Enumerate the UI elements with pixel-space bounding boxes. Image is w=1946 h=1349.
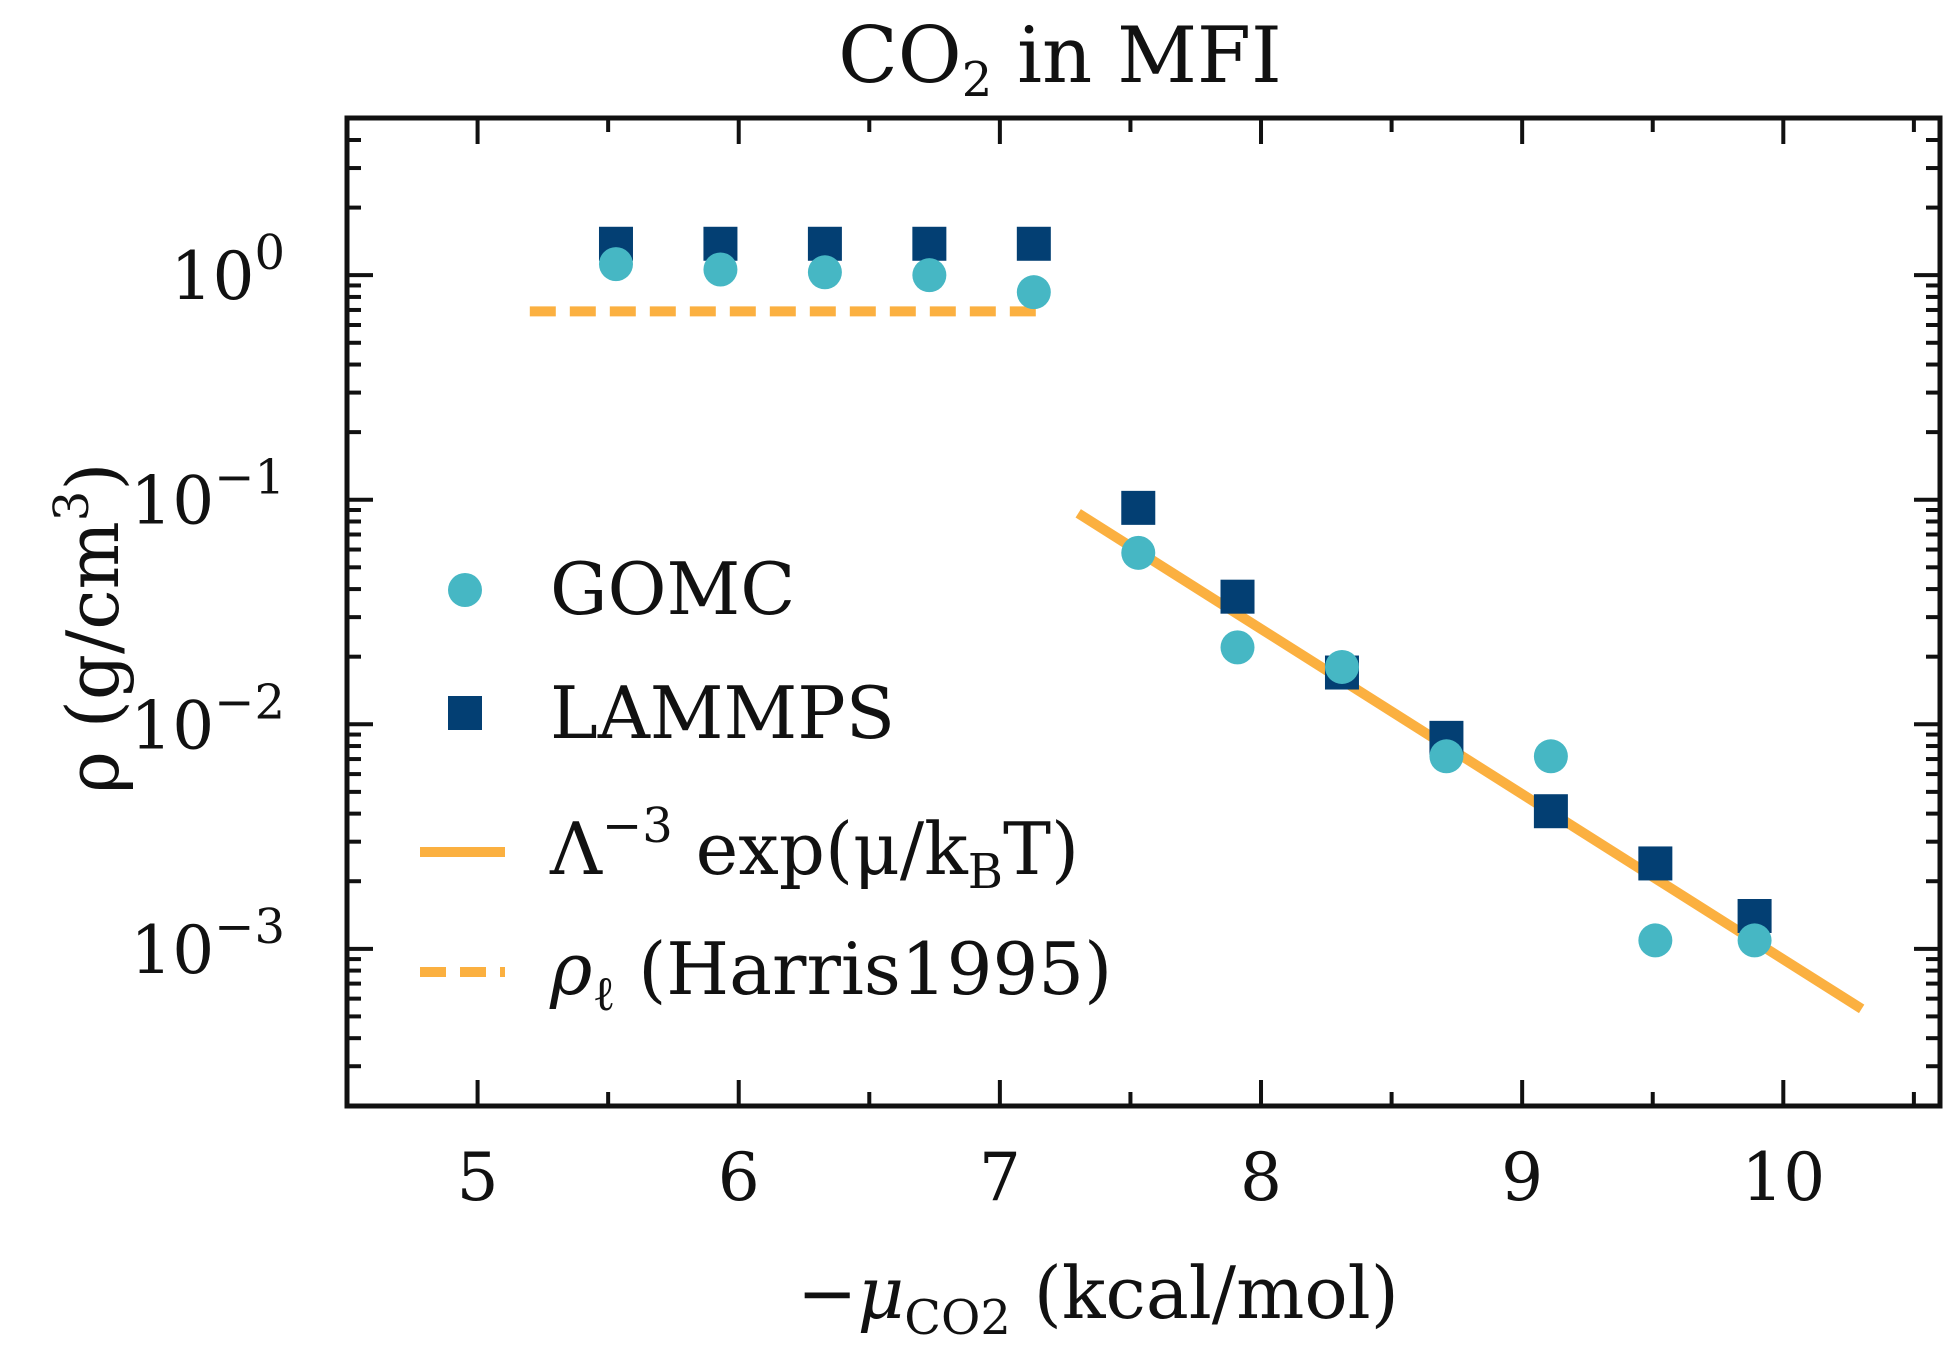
- legend-fit-label: Λ−3 exp(μ/kBT): [549, 798, 1079, 900]
- y-tick-label: 10−3: [130, 899, 285, 989]
- lammps-point: [807, 226, 842, 261]
- legend-harris-label: ρℓ (Harris1995): [549, 927, 1112, 1022]
- axis-ticks: 5 6 7 8 9 10 100 10−1 10−2 10−3: [130, 116, 1940, 1216]
- lammps-point: [1533, 794, 1568, 829]
- gomc-point: [1638, 923, 1673, 958]
- lammps-point: [1638, 846, 1673, 881]
- lammps-point: [1121, 490, 1156, 525]
- legend-gomc-label: GOMC: [550, 547, 795, 631]
- legend-lammps-marker: [448, 696, 482, 730]
- legend-lammps-label: LAMMPS: [550, 671, 895, 755]
- x-tick-label: 5: [457, 1139, 499, 1216]
- gomc-point: [1324, 649, 1359, 684]
- gomc-point: [598, 247, 633, 282]
- y-axis-label: ρ (g/cm3): [44, 463, 135, 794]
- x-tick-label: 6: [718, 1139, 760, 1216]
- gomc-point: [1121, 535, 1156, 570]
- legend-gomc-marker: [448, 573, 482, 607]
- gomc-point: [1016, 275, 1051, 310]
- series-fit-line: [1075, 509, 1865, 1014]
- y-tick-label: 10−1: [130, 450, 285, 540]
- gomc-point: [1429, 739, 1464, 774]
- gomc-point: [807, 255, 842, 290]
- y-tick-label: 10−2: [130, 674, 285, 764]
- lammps-point: [1220, 579, 1255, 614]
- gomc-point: [1533, 739, 1568, 774]
- gomc-point: [1220, 630, 1255, 665]
- lammps-point: [912, 226, 947, 261]
- x-tick-label: 8: [1240, 1139, 1282, 1216]
- x-tick-label: 7: [979, 1139, 1021, 1216]
- x-axis-label: −μCO2 (kcal/mol): [797, 1251, 1399, 1346]
- x-tick-label: 9: [1501, 1139, 1543, 1216]
- gomc-point: [912, 258, 947, 293]
- x-tick-label: 10: [1741, 1139, 1825, 1216]
- plot-marks: [529, 226, 1865, 1014]
- chart-title: CO2 in MFI: [838, 11, 1282, 108]
- gomc-point: [703, 252, 738, 287]
- legend: GOMC LAMMPS Λ−3 exp(μ/kBT) ρℓ (Harris199…: [420, 547, 1112, 1022]
- lammps-point: [1016, 226, 1051, 261]
- plot-frame: [344, 115, 1943, 1109]
- y-tick-label: 100: [170, 225, 285, 315]
- gomc-point: [1737, 923, 1772, 958]
